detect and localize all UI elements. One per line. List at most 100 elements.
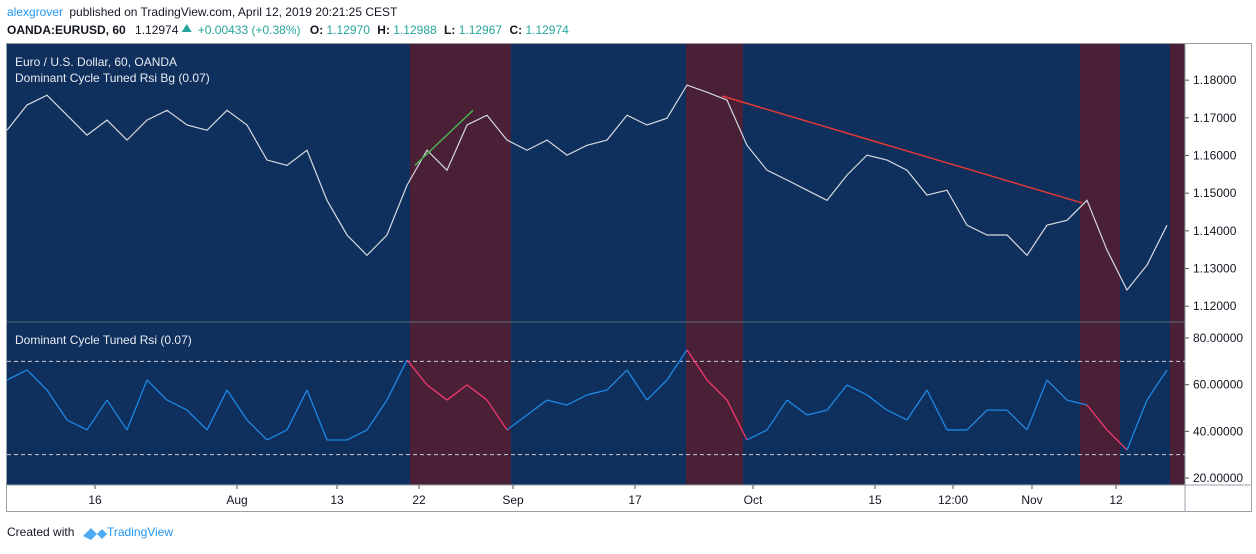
rsi-segment [546,399,568,406]
rsi-segment [166,399,188,411]
pane-background [7,44,1185,485]
rsi-segment [806,409,828,416]
rsi-segment [466,384,488,401]
rsi-segment [146,379,168,401]
rsi-segment [226,389,248,421]
rsi-segment [506,414,528,431]
x-tick-label: Aug [226,493,247,507]
rsi-segment [1146,369,1168,401]
rsi-segment [766,399,788,431]
rsi-segment [526,399,548,416]
low: 1.12967 [459,23,503,37]
up-arrow [181,24,192,32]
rsi-segment [866,394,888,411]
rsi-segment [46,389,68,421]
high-label: H: [377,23,390,37]
rsi-segment [786,399,808,416]
rsi-segment [846,384,868,396]
pane-title: Dominant Cycle Tuned Rsi (0.07) [15,333,192,347]
rsi-segment [426,384,448,401]
rsi-segment [1106,429,1128,451]
rsi-segment [906,389,928,421]
low-label: L: [444,23,455,37]
y-tick-label: 1.17000 [1193,111,1237,125]
frame [6,43,1252,512]
rsi-segment [446,384,468,401]
rsi-segment [286,389,308,431]
x-tick-label: 22 [412,493,426,507]
rsi-segment [746,429,768,441]
x-tick-label: Sep [502,493,524,507]
rsi-segment [1046,379,1068,401]
rsi-segment [66,419,88,431]
rsi-segment [406,359,428,386]
rsi-segment [86,399,108,431]
rsi-segment [666,349,688,381]
rsi-segment [6,369,28,381]
symbol: OANDA:EURUSD, 60 [7,23,126,37]
rsi-segment [1086,404,1108,431]
rsi-segment [1026,379,1048,431]
x-tick-label: Oct [744,493,763,507]
rsi-segment [886,409,908,421]
x-tick-label: 17 [628,493,642,507]
close-label: C: [509,23,522,37]
x-tick-label: 12 [1109,493,1123,507]
rsi-segment [626,369,648,401]
rsi-segment [826,384,848,411]
rsi-segment [966,409,988,431]
y-tick-label: 40.00000 [1193,424,1243,438]
logo [83,528,107,540]
rsi-segment [646,379,668,401]
shaded-range [1080,44,1120,485]
y-tick-label: 1.12000 [1193,299,1237,313]
rsi-segment [186,409,208,431]
open: 1.12970 [327,23,371,37]
rsi-segment [246,419,268,441]
x-tick-label: 13 [330,493,344,507]
y-tick-label: 1.18000 [1193,73,1237,87]
x-tick-label: 15 [868,493,882,507]
rsi-segment [266,429,288,441]
rsi-segment [386,359,408,401]
header-line-1: alexgrover published on TradingView.com,… [7,5,398,19]
trend-line [721,95,1083,204]
pane-title: Euro / U.S. Dollar, 60, OANDA [15,55,177,69]
rsi-segment [366,399,388,431]
y-tick-label: 1.14000 [1193,224,1237,238]
rsi-segment [26,369,48,391]
rsi-segment [586,389,608,396]
rsi-segment [106,399,128,431]
y-tick-label: 20.00000 [1193,471,1243,485]
close: 1.12974 [525,23,569,37]
open-label: O: [310,23,323,37]
pane-subtitle: Dominant Cycle Tuned Rsi Bg (0.07) [15,71,210,85]
x-tick-label: Nov [1021,493,1042,507]
price-line [6,84,1168,292]
rsi-segment [566,394,588,406]
x-tick-label: 16 [88,493,102,507]
header-line-2: OANDA:EURUSD, 60 1.12974 +0.00433 (+0.38… [7,23,569,37]
y-tick-label: 80.00000 [1193,331,1243,345]
author: alexgrover [7,5,63,19]
y-tick-label: 1.15000 [1193,186,1237,200]
footer-text: Created with [7,525,74,539]
y-tick-label: 1.16000 [1193,149,1237,163]
rsi-segment [306,389,328,441]
rsi-segment [706,379,728,401]
published: published on TradingView.com, April 12, … [69,5,398,19]
rsi-segment [206,389,228,431]
y-tick-label: 1.13000 [1193,262,1237,276]
rsi-segment [606,369,628,391]
rsi-segment [1126,399,1148,451]
rsi-segment [126,379,148,431]
shaded-range [686,44,743,485]
rsi-segment [346,429,368,441]
rsi-segment [726,399,748,441]
high: 1.12988 [393,23,437,37]
y-tick-label: 60.00000 [1193,378,1243,392]
shaded-range [1170,44,1185,485]
x-tick-label: 12:00 [938,493,968,507]
